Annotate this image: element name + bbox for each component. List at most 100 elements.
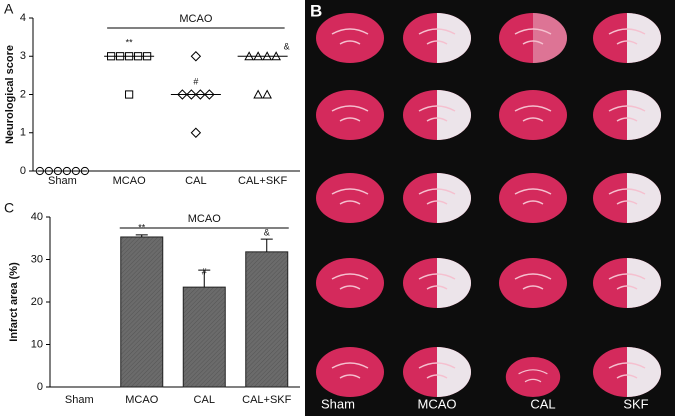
- infarct: [437, 258, 471, 308]
- slice-detail: [418, 105, 456, 122]
- slice-detail: [418, 28, 456, 45]
- slice: [499, 258, 567, 308]
- y-tick-label: 0: [20, 165, 26, 177]
- y-axis-title: Neurological score: [4, 45, 16, 144]
- y-tick-label: 0: [37, 381, 43, 393]
- y-tick-label: 2: [20, 88, 26, 100]
- infarct: [533, 13, 567, 63]
- slice-tissue: [499, 13, 567, 63]
- slice: [316, 173, 384, 223]
- y-tick-label: 3: [20, 50, 26, 62]
- slice-detail: [418, 362, 456, 379]
- slice: [593, 258, 661, 308]
- slice: [403, 90, 471, 140]
- bracket-label: MCAO: [179, 13, 212, 25]
- y-axis-title: Infarct area (%): [8, 262, 20, 342]
- slice-tissue: [316, 347, 384, 397]
- x-tick-label: CAL: [194, 394, 215, 406]
- error-bar: [135, 234, 148, 237]
- x-tick-label: CAL+SKF: [238, 175, 287, 187]
- slice-detail: [331, 362, 369, 379]
- slice-tissue: [316, 13, 384, 63]
- slice: [403, 13, 471, 63]
- slice-detail: [514, 28, 552, 45]
- slice-detail: [514, 273, 552, 290]
- slice: [593, 90, 661, 140]
- slice: [316, 347, 384, 397]
- slice-tissue: [316, 173, 384, 223]
- y-tick-label: 20: [31, 296, 43, 308]
- annotation: #: [193, 76, 198, 86]
- annotation: &: [284, 41, 290, 51]
- slice-tissue: [499, 258, 567, 308]
- y-tick-label: 1: [20, 127, 26, 139]
- slice: [593, 173, 661, 223]
- y-tick-label: 40: [31, 211, 43, 223]
- slice-detail: [608, 188, 646, 205]
- slice-tissue: [499, 90, 567, 140]
- photo-label: CAL: [530, 396, 555, 411]
- slice-detail: [608, 362, 646, 379]
- panel-label: A: [4, 1, 14, 17]
- slice: [593, 347, 661, 397]
- x-tick-label: CAL+SKF: [242, 394, 291, 406]
- infarct: [627, 347, 661, 397]
- infarct: [437, 347, 471, 397]
- x-tick-label: CAL: [185, 175, 206, 187]
- slice-detail: [331, 188, 369, 205]
- panel-label: B: [310, 1, 322, 20]
- slice-tissue: [505, 357, 561, 397]
- infarct: [437, 13, 471, 63]
- slice-detail: [518, 369, 548, 383]
- annotation: **: [138, 222, 146, 232]
- brain-slices: [316, 13, 661, 397]
- x-tick-label: Sham: [65, 394, 94, 406]
- slice: [316, 13, 384, 63]
- point: [262, 89, 272, 99]
- photo-label: Sham: [321, 396, 355, 411]
- photo-label: MCAO: [418, 396, 457, 411]
- slice-detail: [331, 105, 369, 122]
- slice: [316, 90, 384, 140]
- bar: [182, 286, 226, 388]
- bar: [120, 236, 164, 388]
- slice-detail: [418, 188, 456, 205]
- slice-detail: [418, 273, 456, 290]
- slice-detail: [608, 105, 646, 122]
- photo-label: SKF: [623, 396, 648, 411]
- slice-tissue: [499, 173, 567, 223]
- slice: [499, 90, 567, 140]
- x-tick-label: MCAO: [113, 175, 146, 187]
- point: [253, 89, 263, 99]
- slice-detail: [331, 273, 369, 290]
- slice-detail: [608, 273, 646, 290]
- slice: [403, 173, 471, 223]
- annotation: **: [126, 37, 134, 47]
- point: [190, 127, 202, 138]
- slice: [403, 347, 471, 397]
- y-tick-label: 30: [31, 253, 43, 265]
- infarct: [627, 258, 661, 308]
- slice-detail: [514, 105, 552, 122]
- slice: [316, 258, 384, 308]
- x-tick-label: Sham: [48, 175, 77, 187]
- slice: [403, 258, 471, 308]
- infarct: [627, 90, 661, 140]
- annotation: #: [202, 266, 207, 276]
- slice: [505, 357, 561, 397]
- y-tick-label: 4: [20, 12, 26, 24]
- slice-detail: [331, 28, 369, 45]
- slice: [499, 13, 567, 63]
- bar: [245, 251, 289, 388]
- slice-detail: [608, 28, 646, 45]
- x-tick-label: MCAO: [125, 394, 158, 406]
- point: [125, 90, 134, 99]
- error-bar: [198, 269, 211, 288]
- point: [190, 51, 202, 62]
- annotation: &: [264, 227, 270, 237]
- infarct: [627, 173, 661, 223]
- infarct: [437, 90, 471, 140]
- y-tick-label: 10: [31, 338, 43, 350]
- slice-tissue: [316, 90, 384, 140]
